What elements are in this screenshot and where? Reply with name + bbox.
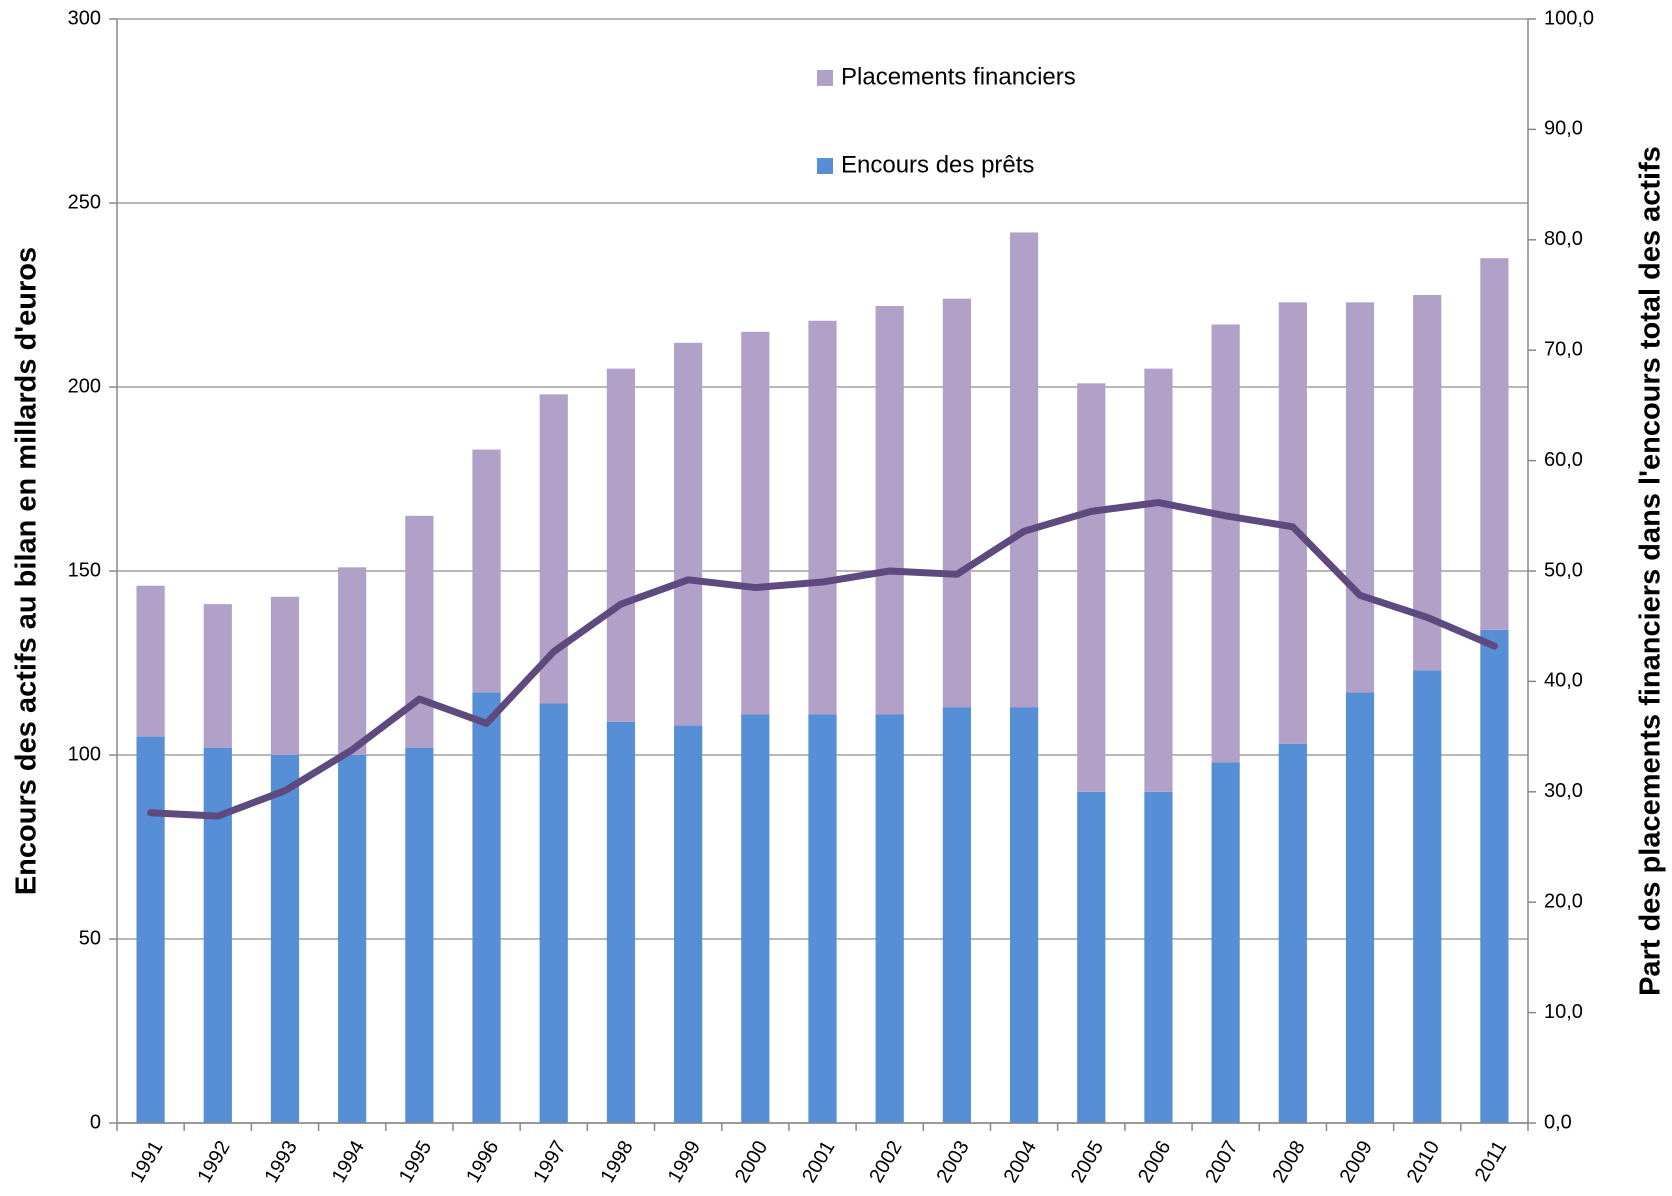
y2-tick-label: 30,0 (1544, 780, 1583, 802)
bar (539, 703, 568, 1123)
bar (472, 692, 501, 1123)
x-tick-label: 2005 (1067, 1137, 1108, 1187)
y-tick-label: 200 (68, 375, 101, 397)
bar (1480, 258, 1509, 630)
y2-tick-label: 10,0 (1544, 1001, 1583, 1023)
bar (338, 755, 367, 1123)
y-tick-label: 100 (68, 743, 101, 765)
x-tick-label: 2010 (1403, 1137, 1444, 1187)
x-tick-label: 2007 (1201, 1137, 1242, 1187)
y-tick-label: 0 (90, 1111, 101, 1133)
bar (1077, 791, 1106, 1123)
x-tick-label: 1996 (462, 1137, 503, 1187)
bar (1345, 302, 1375, 693)
bar (606, 368, 636, 722)
y2-axis-title: Part des placements financiers dans l'en… (1635, 146, 1667, 996)
bar (808, 320, 837, 715)
x-tick-label: 1991 (126, 1137, 167, 1187)
x-tick-label: 2001 (798, 1137, 839, 1187)
bar (875, 714, 904, 1123)
x-tick-label: 2011 (1471, 1137, 1512, 1185)
bar (1345, 692, 1375, 1123)
bar (674, 342, 703, 726)
y2-tick-label: 0,0 (1544, 1111, 1572, 1133)
bar (405, 747, 434, 1123)
y2-tick-label: 90,0 (1544, 118, 1583, 140)
x-tick-label: 2009 (1336, 1137, 1377, 1187)
y2-tick-label: 40,0 (1544, 670, 1583, 692)
bar (1144, 791, 1173, 1123)
bar (741, 331, 770, 715)
y2-tick-label: 80,0 (1544, 228, 1583, 250)
bar (1413, 295, 1442, 671)
y2-tick-label: 50,0 (1544, 559, 1583, 581)
bar (1480, 629, 1509, 1123)
y2-tick-label: 60,0 (1544, 449, 1583, 471)
x-tick-label: 2000 (731, 1137, 772, 1187)
bar (270, 596, 300, 755)
x-tick-label: 1998 (597, 1137, 638, 1187)
bar (1211, 324, 1240, 763)
bar (942, 298, 971, 708)
bar (1211, 762, 1240, 1123)
x-tick-label: 2003 (932, 1137, 973, 1187)
bar (1144, 368, 1173, 792)
legend-swatch (817, 70, 833, 86)
bar (606, 721, 636, 1123)
bar (674, 725, 703, 1123)
legend-swatch (817, 158, 833, 174)
bar (1077, 383, 1106, 792)
y2-tick-label: 70,0 (1544, 338, 1583, 360)
x-tick-label: 1992 (193, 1137, 234, 1187)
bar (203, 604, 232, 748)
x-tick-label: 1994 (328, 1137, 369, 1187)
legend-label: Encours des prêts (841, 151, 1034, 178)
y-tick-label: 150 (68, 559, 101, 581)
bar (203, 747, 232, 1123)
bar (875, 306, 904, 715)
y-tick-label: 250 (68, 191, 101, 213)
x-tick-label: 2006 (1134, 1137, 1175, 1187)
y2-tick-label: 20,0 (1544, 890, 1583, 912)
bar (405, 515, 434, 748)
x-tick-label: 2002 (865, 1137, 906, 1187)
bar (1009, 707, 1039, 1123)
bar (472, 449, 501, 693)
x-tick-label: 1995 (395, 1137, 436, 1187)
bar (1009, 232, 1039, 708)
bar (136, 736, 165, 1123)
y-tick-label: 50 (79, 927, 101, 949)
bar (270, 755, 300, 1123)
bar (741, 714, 770, 1123)
line (147, 499, 1498, 820)
bar (338, 567, 367, 755)
x-tick-label: 1999 (664, 1137, 705, 1187)
bar (136, 585, 165, 737)
bar (1413, 670, 1442, 1123)
x-tick-label: 2008 (1268, 1137, 1309, 1187)
y2-tick-label: 100,0 (1544, 7, 1594, 29)
x-tick-label: 1997 (529, 1137, 570, 1187)
x-tick-label: 1993 (261, 1137, 302, 1187)
y-axis-title: Encours des actifs au bilan en millards … (11, 247, 43, 895)
bar (942, 707, 971, 1123)
y-tick-label: 300 (68, 7, 101, 29)
x-tick-label: 2004 (1000, 1137, 1041, 1187)
bar (808, 714, 837, 1123)
bar (1278, 743, 1307, 1123)
legend-label: Placements financiers (841, 63, 1076, 90)
